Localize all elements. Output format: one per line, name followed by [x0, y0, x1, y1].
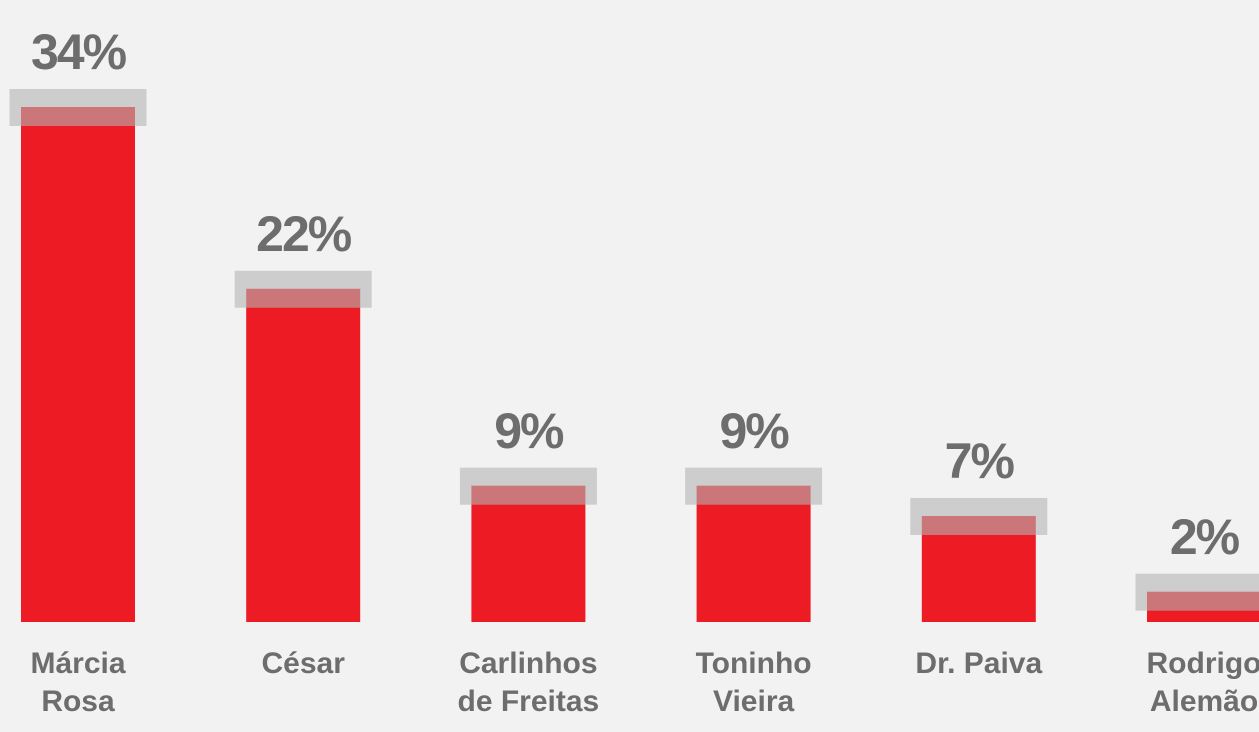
value-label: 9%	[719, 402, 789, 459]
bar	[246, 288, 361, 622]
bar-cap	[9, 89, 147, 126]
value-label: 7%	[944, 432, 1015, 489]
category-label: Márcia Rosa	[30, 647, 126, 718]
category-label: Dr. Paiva	[915, 647, 1043, 680]
category-label: César	[261, 647, 345, 680]
bar	[696, 485, 811, 622]
value-label: 2%	[1169, 508, 1240, 565]
value-label: 34%	[30, 24, 127, 80]
bar-cap	[910, 497, 1048, 535]
bar-cap	[459, 467, 597, 505]
bar-cap	[1135, 573, 1259, 611]
value-label: 9%	[494, 402, 564, 459]
category-label: Toninho Vieira	[695, 647, 812, 718]
value-label: 22%	[256, 205, 352, 262]
category-label: Rodrigo Alemão	[1146, 647, 1259, 718]
bar	[471, 485, 586, 622]
bar	[21, 107, 135, 622]
category-label: Carlinhos de Freitas	[457, 647, 600, 718]
bar-cap	[685, 467, 823, 505]
bar-cap	[234, 270, 372, 308]
